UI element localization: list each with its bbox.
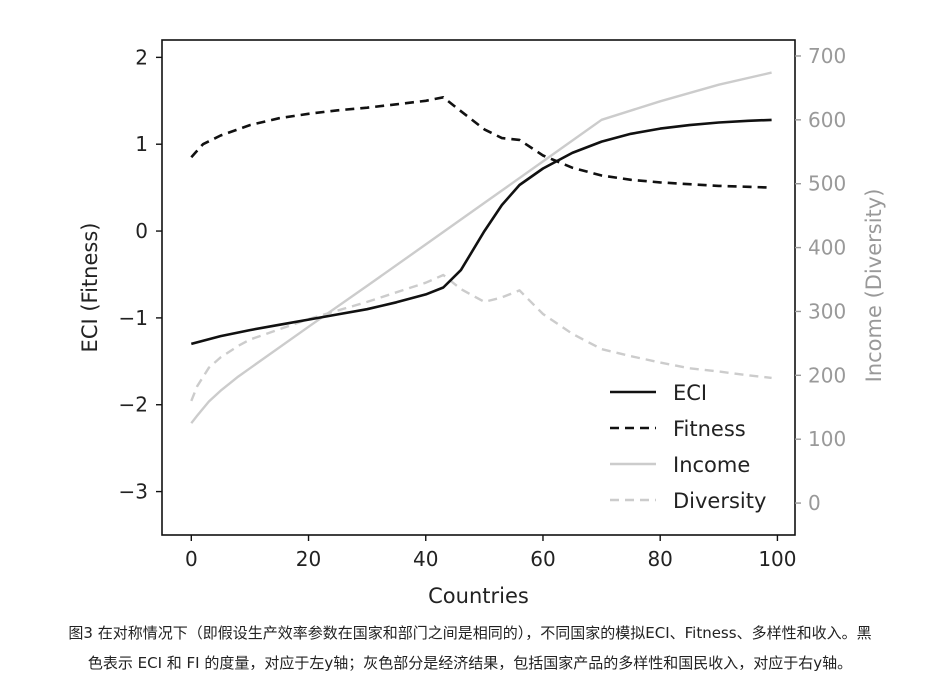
y-right-axis-label: Income (Diversity) xyxy=(862,189,886,383)
x-tick-label: 100 xyxy=(758,547,796,571)
legend-label-fitness: Fitness xyxy=(673,417,746,441)
x-tick-label: 20 xyxy=(296,547,321,571)
y-right-tick-label: 100 xyxy=(808,427,846,451)
y-right-tick-label: 400 xyxy=(808,236,846,260)
x-axis-label: Countries xyxy=(428,584,529,608)
series-layer xyxy=(190,71,772,424)
dual-axis-line-chart: 0 20 40 60 80 100 2 1 0 −1 −2 −3 700 600 500 400 300 200 1… xyxy=(78,39,886,608)
x-tick-label: 60 xyxy=(530,547,555,571)
y-left-tick-label: 2 xyxy=(135,45,148,69)
y-right-tick-label: 200 xyxy=(808,363,846,387)
series-line-eci xyxy=(190,118,772,346)
y-right-tick-label: 0 xyxy=(808,491,821,515)
y-left-axis-label: ECI (Fitness) xyxy=(78,223,102,353)
plot-frame xyxy=(161,39,796,536)
x-tick-label: 40 xyxy=(413,547,438,571)
legend-label-eci: ECI xyxy=(673,381,707,405)
caption-line-2: 色表示 ECI 和 FI 的度量，对应于左y轴；灰色部分是经济结果，包括国家产品… xyxy=(87,654,853,672)
x-tick-label: 80 xyxy=(647,547,672,571)
y-left-tick-label: −1 xyxy=(119,306,148,330)
y-right-tick-label: 500 xyxy=(808,172,846,196)
series-line-fitness xyxy=(190,96,772,189)
legend: ECI Fitness Income Diversity xyxy=(610,381,766,513)
y-left-tick-label: 0 xyxy=(135,219,148,243)
y-right-tick-label: 300 xyxy=(808,299,846,323)
legend-label-income: Income xyxy=(673,453,750,477)
y-left-tick-label: 1 xyxy=(135,132,148,156)
y-right-tick-label: 700 xyxy=(808,44,846,68)
y-left-tick-label: −3 xyxy=(119,480,148,504)
caption-line-1: 图3 在对称情况下（即假设生产效率参数在国家和部门之间是相同的），不同国家的模拟… xyxy=(68,624,872,642)
series-line-diversity xyxy=(190,273,772,402)
series-line-income xyxy=(190,71,772,424)
x-tick-label: 0 xyxy=(185,547,198,571)
legend-label-diversity: Diversity xyxy=(673,489,766,513)
figure-caption: 图3 在对称情况下（即假设生产效率参数在国家和部门之间是相同的），不同国家的模拟… xyxy=(0,618,940,678)
y-left-tick-label: −2 xyxy=(119,393,148,417)
y-right-tick-label: 600 xyxy=(808,108,846,132)
